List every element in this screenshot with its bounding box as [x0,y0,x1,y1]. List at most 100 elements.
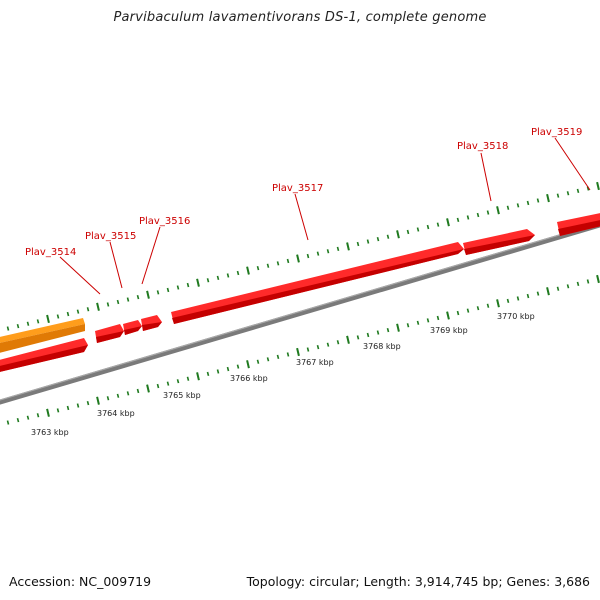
tick-mark [186,282,190,288]
tick-mark [496,299,500,308]
tick-mark [436,222,440,227]
tick-mark [256,359,260,364]
tick-mark [106,396,110,401]
gene-label[interactable]: Plav_3517 [272,183,323,194]
tick-mark [536,291,540,296]
tick-mark [126,391,130,396]
tick-mark [566,191,570,196]
tick-mark [146,290,150,299]
axis-label: 3770 kbp [497,312,535,321]
tick-mark [516,203,520,208]
gene-block-left[interactable] [0,338,88,373]
tick-mark [36,413,40,418]
tick-mark [266,357,270,362]
tick-mark [156,290,160,295]
gene-label[interactable]: Plav_3519 [531,127,582,138]
gene-block-plav-3516[interactable] [141,315,162,331]
tick-mark [566,284,570,289]
tick-mark [286,258,290,264]
tick-mark [356,335,360,340]
axis-label: 3765 kbp [163,391,201,400]
tick-mark [26,415,30,420]
tick-mark [446,311,450,320]
tick-mark [366,332,370,338]
tick-mark [446,218,450,227]
tick-mark [56,314,60,319]
tick-mark [466,308,470,313]
tick-mark [386,327,390,333]
tick-mark [596,181,600,191]
gene-block-plav-3518[interactable] [463,229,535,255]
axis-label: 3764 kbp [97,409,135,418]
tick-mark [486,210,490,215]
tick-mark [246,266,250,275]
tick-mark [406,323,410,328]
upper-tick-track [6,181,600,331]
axis-label: 3767 kbp [296,358,334,367]
tick-mark [306,253,310,259]
tick-mark [496,206,500,215]
leader-plav-3519 [554,137,591,191]
axis-label: 3769 kbp [430,326,468,335]
leader-plav-3518 [480,152,492,202]
gene-block-plav-3517[interactable] [171,242,464,324]
tick-mark [396,323,400,332]
gene-block-plav-3514[interactable] [95,324,124,343]
tick-mark [596,274,600,284]
leader-plav-3515 [109,241,123,289]
tick-mark [406,229,410,235]
tick-mark [376,237,380,242]
tick-mark [196,372,200,381]
tick-mark [6,326,10,331]
tick-mark [76,309,80,314]
tick-mark [476,306,480,311]
tick-mark [256,266,260,271]
tick-mark [46,408,50,417]
tick-mark [166,287,170,293]
gene-label[interactable]: Plav_3514 [25,247,76,258]
genome-title: Parvibaculum lavamentivorans DS-1, compl… [113,10,487,25]
tick-mark [296,254,300,263]
tick-mark [216,369,220,374]
tick-mark [36,319,40,324]
gene-block-plav-3519[interactable] [557,211,600,236]
tick-mark [236,270,240,276]
gene-labels: Plav_3514 Plav_3515 Plav_3516 Plav_3517 … [25,127,582,258]
tick-mark [416,320,420,325]
tick-mark [356,241,360,247]
axis-label: 3766 kbp [230,374,268,383]
tick-mark [116,393,120,398]
tick-mark [176,285,180,290]
leader-plav-3516 [141,226,161,285]
lower-tick-track [6,274,600,425]
tick-mark [546,287,550,296]
tick-mark [156,383,160,389]
tick-mark [76,403,80,408]
tick-mark [106,302,110,307]
tick-mark [266,263,270,268]
tick-mark [296,347,300,357]
gene-label[interactable]: Plav_3518 [457,141,508,152]
tick-mark [126,297,130,302]
genome-backbone-highlight [0,222,600,401]
tick-mark [516,296,520,301]
tick-mark [166,381,170,386]
tick-mark [366,239,370,244]
tick-mark [136,295,140,300]
tick-mark [586,279,590,284]
leader-plav-3514 [59,256,101,295]
tick-mark [306,347,310,352]
gene-block-plav-3515[interactable] [123,320,142,335]
tick-mark [546,193,550,203]
tick-mark [196,278,200,287]
gene-orange-block[interactable] [0,318,85,354]
tick-mark [56,408,60,413]
gene-label[interactable]: Plav_3515 [85,231,136,242]
axis-label: 3768 kbp [363,342,401,351]
tick-mark [426,318,430,323]
tick-mark [96,302,100,311]
tick-mark [316,251,320,256]
tick-mark [276,261,280,266]
gene-label[interactable]: Plav_3516 [139,216,190,227]
tick-mark [506,298,510,304]
